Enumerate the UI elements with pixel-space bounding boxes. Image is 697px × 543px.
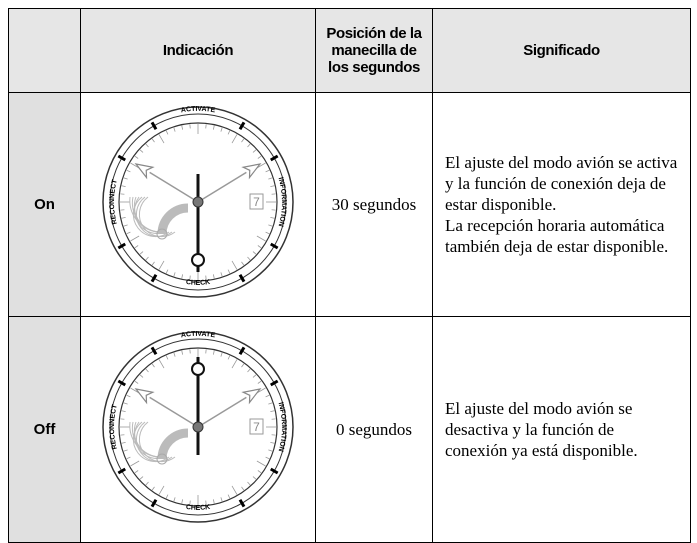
- header-cell: Posición de la manecilla de los segundos: [316, 9, 433, 93]
- header-cell: [9, 9, 81, 93]
- meaning: El ajuste del modo avión se desactiva y …: [433, 317, 691, 543]
- center-pin: [193, 422, 203, 432]
- second-hand-ring: [192, 363, 204, 375]
- meaning-text: El ajuste del modo avión se desactiva y …: [445, 398, 680, 461]
- meaning-text: El ajuste del modo avión se activa y la …: [445, 152, 680, 215]
- row-label: Off: [9, 317, 81, 543]
- date: 7: [253, 195, 260, 209]
- meaning: El ajuste del modo avión se activa y la …: [433, 93, 691, 317]
- second-hand-ring: [192, 254, 204, 266]
- header-cell: Significado: [433, 9, 691, 93]
- header-row: Indicación Posición de la manecilla de l…: [9, 9, 691, 93]
- bezel-label: CHECK: [185, 504, 210, 512]
- bezel-label-path: CHECK: [185, 504, 210, 512]
- bezel-label: CHECK: [185, 279, 210, 287]
- header-cell: Indicación: [81, 9, 316, 93]
- center-pin: [193, 197, 203, 207]
- table: Indicación Posición de la manecilla de l…: [8, 8, 691, 543]
- date: 7: [253, 420, 260, 434]
- row-label: On: [9, 93, 81, 317]
- position: 0 segundos: [316, 317, 433, 543]
- bezel-label-path: CHECK: [185, 279, 210, 287]
- meaning-text: La recepción horaria automática también …: [445, 215, 680, 257]
- position: 30 segundos: [316, 93, 433, 317]
